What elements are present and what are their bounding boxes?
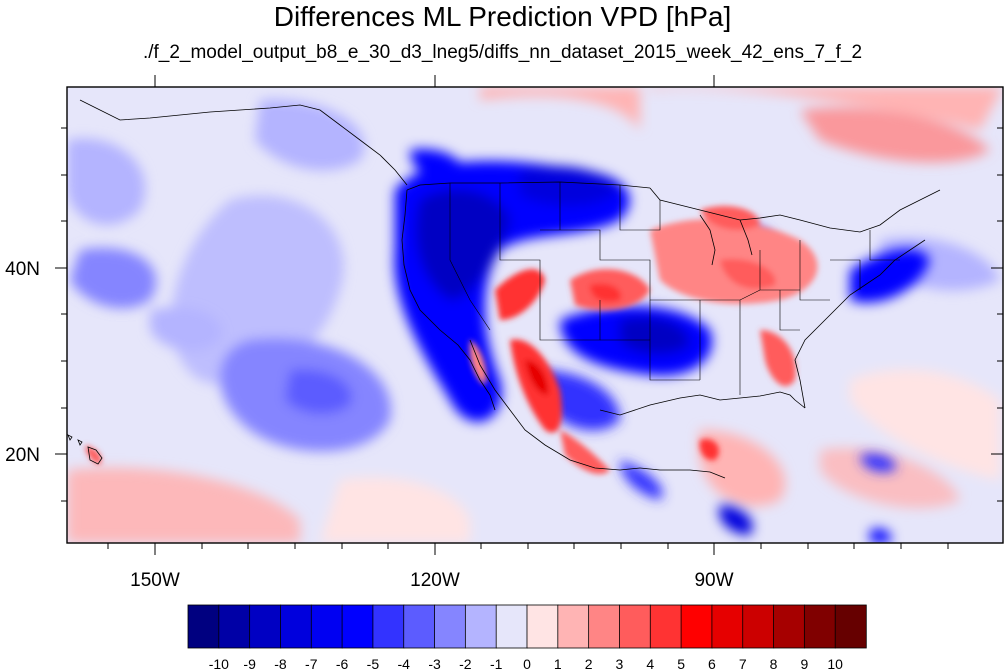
colorbar-box — [310, 604, 343, 649]
colorbar-box — [464, 604, 497, 649]
colorbar-level-label: -3 — [428, 656, 441, 672]
colorbar: -10 -9 -8 -7 -6 -5 -4 -3 -2 -1 0 1 2 3 4 5 6 7 8 9 10 — [187, 604, 867, 672]
colorbar-level-label: 2 — [585, 656, 593, 672]
colorbar-level-label: -9 — [243, 656, 256, 672]
colorbar-level-label: -1 — [490, 656, 503, 672]
colorbar-box — [249, 604, 282, 649]
colorbar-box — [341, 604, 374, 649]
colorbar-level-label: 3 — [616, 656, 624, 672]
lat-tick-label-20n: 20N — [5, 445, 40, 466]
lon-ticks — [107, 75, 949, 555]
western-us-anomaly-field — [394, 149, 930, 543]
colorbar-box — [218, 604, 251, 649]
colorbar-box — [619, 604, 651, 649]
map-subtitle: ./f_2_model_output_b8_e_30_d3_lneg5/diff… — [142, 42, 863, 63]
positive-anomaly-field — [85, 205, 818, 475]
colorbar-box — [834, 604, 867, 649]
colorbar-level-label: 0 — [523, 656, 531, 672]
colorbar-box — [403, 604, 436, 649]
colorbar-box — [526, 604, 559, 649]
colorbar-level-label: -6 — [336, 656, 349, 672]
pacific-anomaly-field — [67, 87, 1003, 543]
colorbar-level-label: 9 — [800, 656, 808, 672]
colorbar-level-label: -10 — [209, 656, 229, 672]
colorbar-box — [742, 604, 775, 649]
colorbar-level-label: 8 — [770, 656, 778, 672]
lat-tick-label-40n: 40N — [5, 259, 40, 280]
colorbar-level-label: 7 — [739, 656, 747, 672]
hawaii-islands — [67, 434, 103, 465]
colorbar-box — [711, 604, 744, 649]
colorbar-box — [280, 604, 312, 649]
colorbar-level-label: -4 — [398, 656, 411, 672]
colorbar-level-label: -8 — [274, 656, 287, 672]
lon-tick-label-90w: 90W — [694, 570, 733, 591]
lon-tick-label-150w: 150W — [130, 570, 180, 591]
colorbar-box — [773, 604, 806, 649]
plot-frame — [66, 86, 1004, 544]
colorbar-level-label: 5 — [677, 656, 685, 672]
colorbar-level-label: -7 — [305, 656, 318, 672]
colorbar-level-label: 1 — [554, 656, 562, 672]
colorbar-box — [434, 604, 467, 649]
colorbar-level-label: 4 — [646, 656, 654, 672]
colorbar-box — [495, 604, 528, 649]
lon-tick-label-120w: 120W — [410, 570, 460, 591]
colorbar-box — [372, 604, 405, 649]
colorbar-box — [803, 604, 836, 649]
colorbar-level-label: -5 — [367, 656, 380, 672]
map-plot-area — [67, 87, 1003, 543]
colorbar-box — [588, 604, 621, 649]
colorbar-box — [557, 604, 590, 649]
colorbar-box — [649, 604, 682, 649]
colorbar-level-label: 10 — [827, 656, 843, 672]
colorbar-box — [187, 604, 220, 649]
colorbar-level-label: -2 — [459, 656, 472, 672]
colorbar-box — [680, 604, 713, 649]
state-boundaries — [449, 182, 900, 395]
lat-ticks — [55, 127, 1003, 502]
colorbar-level-label: 6 — [708, 656, 716, 672]
map-title: Differences ML Prediction VPD [hPa] — [273, 1, 732, 32]
